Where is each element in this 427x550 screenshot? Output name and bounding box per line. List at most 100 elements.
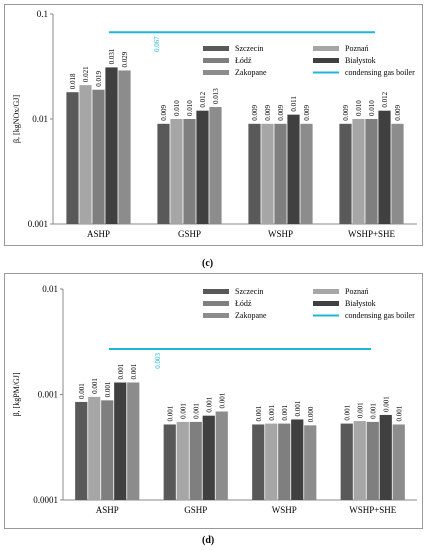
bar-data-label: 0.001 (281, 404, 289, 420)
bar-data-label: 0.001 (268, 404, 276, 420)
legend-swatch (203, 289, 229, 294)
bar-szczecin-gshp (157, 123, 170, 224)
bar-szczecin-wshp (248, 123, 261, 224)
chart-panel-d-frame: 0.0001 0.001 0.01 β, [kgPM/GJ] 0.001 0.001 0.0… (4, 273, 423, 529)
chart-d: 0.0001 0.001 0.01 β, [kgPM/GJ] 0.001 0.001 0.0… (12, 284, 417, 515)
bar-data-label: 0.011 (290, 96, 298, 112)
legend-swatch (203, 46, 229, 51)
bar-szczecin-wshp+she (339, 123, 352, 224)
bar-data-label: 0.001 (218, 392, 226, 408)
legend-label: Zakopane (235, 68, 267, 77)
bar-data-label: 0.013 (212, 88, 220, 104)
x-tick-label-wshp+she: WSHP+SHE (349, 505, 397, 515)
x-tick-label-wshp+she: WSHP+SHE (348, 229, 396, 239)
bar-data-label: 0.001 (104, 381, 112, 397)
bar-data-label: 0.001 (382, 396, 390, 412)
bar-białystok-wshp (287, 114, 300, 224)
bar-data-label: 0.012 (381, 91, 389, 107)
legend-label: condensing gas boiler (345, 311, 415, 320)
bar-zakopane-wshp+she (392, 424, 405, 500)
bar-zakopane-gshp (215, 411, 228, 500)
x-tick-label-ashp: ASHP (87, 229, 110, 239)
legend-label: Białystok (345, 299, 376, 308)
bar-łódź-wshp (274, 123, 287, 224)
bar-łódź-gshp (183, 119, 196, 224)
bar-łódź-wshp+she (365, 119, 378, 224)
bar-szczecin-wshp+she (340, 423, 353, 500)
bar-data-label: 0.001 (91, 378, 99, 394)
bar-data-label: 0.029 (121, 51, 129, 67)
bar-data-label: 0.001 (78, 383, 86, 399)
y-axis-title: β, [kgNOx/GJ] (12, 95, 21, 143)
bar-poznań-wshp (265, 423, 278, 500)
bar-zakopane-gshp (209, 107, 222, 224)
bar-data-label: 0.000 (307, 406, 315, 422)
bar-data-label: 0.001 (179, 403, 187, 419)
bar-poznań-wshp+she (352, 119, 365, 224)
chart-c: 0.001 0.01 0.1 β, [kgNOx/GJ] 0.018 0.021 0.019… (12, 9, 417, 239)
legend-swatch (313, 301, 339, 306)
legend-label: Szczecin (235, 287, 263, 296)
x-tick-label-ashp: ASHP (96, 505, 119, 515)
bar-data-label: 0.001 (166, 405, 174, 421)
legend-label: Poznań (345, 287, 369, 296)
bar-poznań-gshp (176, 421, 189, 500)
bar-łódź-ashp (92, 89, 105, 225)
bar-data-label: 0.012 (199, 91, 207, 107)
bar-data-label: 0.019 (95, 70, 103, 86)
bar-data-label: 0.009 (277, 105, 285, 121)
bar-data-label: 0.010 (355, 100, 363, 116)
legend-swatch (203, 313, 229, 318)
legend-label: Łódź (235, 299, 252, 308)
bar-białystok-ashp (105, 67, 118, 225)
bar-data-label: 0.010 (186, 100, 194, 116)
bar-zakopane-wshp (304, 425, 317, 500)
bar-poznań-wshp+she (353, 421, 366, 500)
bar-data-label: 0.001 (294, 400, 302, 416)
bar-data-label: 0.009 (303, 105, 311, 121)
chart-panel-c-frame: 0.001 0.01 0.1 β, [kgNOx/GJ] 0.018 0.021 0.019… (4, 4, 423, 246)
bar-białystok-wshp (291, 419, 304, 500)
bar-data-label: 0.010 (173, 100, 181, 116)
bar-data-label: 0.001 (117, 363, 125, 379)
bar-poznań-ashp (79, 85, 92, 224)
bar-szczecin-gshp (163, 424, 176, 500)
bar-zakopane-wshp+she (391, 123, 404, 224)
bar-data-label: 0.001 (130, 363, 138, 379)
legend-swatch (203, 301, 229, 306)
bar-data-label: 0.001 (192, 403, 200, 419)
legend-swatch (203, 70, 229, 75)
bar-data-label: 0.010 (368, 100, 376, 116)
legend-label: Białystok (345, 56, 376, 65)
bar-data-label: 0.001 (395, 405, 403, 421)
y-tick-label: 0.001 (28, 219, 48, 229)
bar-data-label: 0.001 (356, 402, 364, 418)
x-tick-label-gshp: GSHP (184, 505, 207, 515)
bar-data-label: 0.009 (264, 105, 272, 121)
legend-label: Zakopane (235, 311, 267, 320)
y-tick-label: 0.0001 (33, 495, 58, 505)
bar-łódź-wshp (278, 423, 291, 500)
bar-białystok-wshp+she (379, 414, 392, 500)
x-tick-label-gshp: GSHP (178, 229, 201, 239)
y-tick-label: 0.01 (42, 284, 58, 294)
y-axis-title: β, [kgPM/GJ] (12, 372, 21, 416)
bar-data-label: 0.009 (251, 105, 259, 121)
bar-data-label: 0.009 (342, 105, 350, 121)
bar-zakopane-wshp (300, 123, 313, 224)
reference-line-label: 0.067 (153, 36, 161, 52)
legend-label: Poznań (345, 44, 369, 53)
bar-białystok-ashp (114, 382, 127, 500)
bar-białystok-gshp (196, 110, 209, 224)
bar-data-label: 0.001 (343, 404, 351, 420)
x-tick-label-wshp: WSHP (272, 505, 297, 515)
bar-szczecin-wshp (252, 424, 265, 500)
bar-poznań-gshp (170, 119, 183, 224)
bar-data-label: 0.009 (394, 105, 402, 121)
bar-data-label: 0.031 (108, 48, 116, 64)
legend-swatch (313, 46, 339, 51)
legend-swatch (313, 58, 339, 63)
bar-poznań-ashp (88, 396, 101, 500)
reference-line-label: 0.003 (154, 352, 162, 368)
bar-łódź-wshp+she (366, 421, 379, 500)
